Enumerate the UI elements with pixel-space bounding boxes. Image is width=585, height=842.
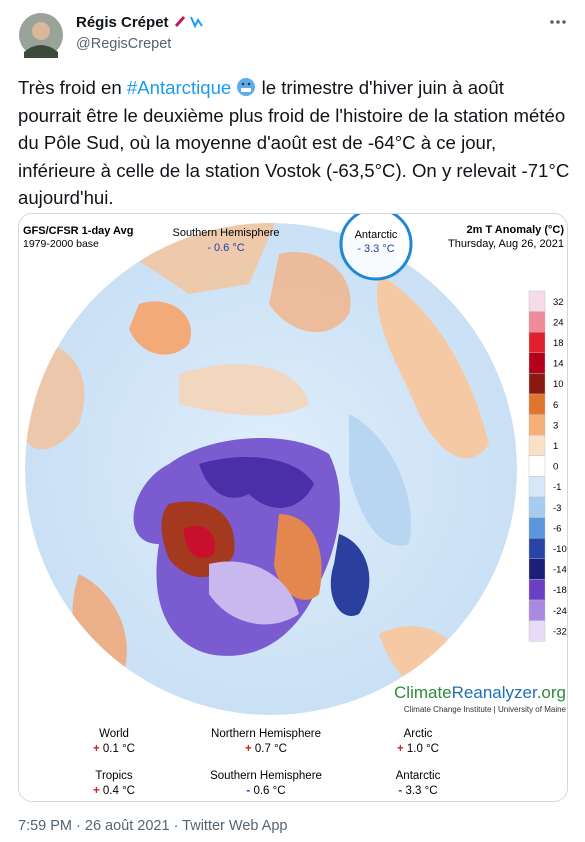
emoji-cold <box>237 78 256 96</box>
colorbar-swatch <box>528 393 546 415</box>
colorbar-label: 32 <box>553 297 564 308</box>
highlight-label: Antarctic <box>355 229 398 241</box>
brand-part: Reanalyzer <box>452 683 538 702</box>
stat-number: 0.1 °C <box>103 743 135 755</box>
stat-number: 0.6 °C <box>253 785 285 797</box>
colorbar-swatch <box>528 579 546 601</box>
stat-number: 1.0 °C <box>407 743 439 755</box>
colorbar-label: 1 <box>553 441 558 452</box>
colorbar-swatch <box>528 455 546 477</box>
stat-label: World <box>99 728 129 740</box>
colorbar-swatch <box>528 558 546 580</box>
region-label: Southern Hemisphere <box>172 227 279 239</box>
map-source: GFS/CFSR 1-day Avg <box>23 225 133 237</box>
colorbar-label: 3 <box>553 420 558 431</box>
colorbar-label: 10 <box>553 379 564 390</box>
stat-value: - 0.6 °C <box>246 785 285 797</box>
colorbar-label: -18 <box>553 585 567 596</box>
stat-sign: + <box>93 785 100 797</box>
colorbar-swatch <box>528 311 546 333</box>
stat-sign: - <box>398 785 402 797</box>
stat-value: + 1.0 °C <box>397 743 439 755</box>
stat-label: Arctic <box>404 728 433 740</box>
text-part: le trimestre d'hiver juin à août pourrai… <box>18 77 570 208</box>
stat-label: Southern Hemisphere <box>210 770 322 782</box>
colorbar-label: -10 <box>553 544 567 555</box>
colorbar-label: 18 <box>553 338 564 349</box>
colorbar-label: 0 <box>553 462 558 473</box>
brand[interactable]: ClimateReanalyzer.org <box>394 683 566 702</box>
colorbar-label: -3 <box>553 503 561 514</box>
colorbar-label: -24 <box>553 606 567 617</box>
colorbar-label: -1 <box>553 482 561 493</box>
colorbar-swatch <box>528 434 546 456</box>
colorbar-swatch <box>528 373 546 395</box>
stat-sign: + <box>93 743 100 755</box>
stat-number: 0.4 °C <box>103 785 135 797</box>
colorbar-swatch <box>528 496 546 518</box>
stat-value: + 0.7 °C <box>245 743 287 755</box>
highlight-ring <box>339 214 413 281</box>
stat-sign: + <box>397 743 404 755</box>
timestamp[interactable]: 7:59 PM · 26 août 2021 · Twitter Web App <box>18 818 288 834</box>
name-text[interactable]: Régis Crépet <box>76 14 169 31</box>
stat-number: 0.7 °C <box>255 743 287 755</box>
stat-sign: - <box>246 785 250 797</box>
attached-image[interactable]: GFS/CFSR 1-day Avg 1979-2000 base Southe… <box>18 213 568 802</box>
highlight-value: - 3.3 °C <box>357 243 394 255</box>
date-label: Thursday, Aug 26, 2021 <box>448 238 564 250</box>
colorbar-label: -6 <box>553 523 561 534</box>
more-button[interactable] <box>548 14 568 30</box>
colorbar-swatch <box>528 414 546 436</box>
tweet-text: Très froid en #Antarctique le trimestre … <box>18 74 570 212</box>
stat-value: - 3.3 °C <box>398 785 437 797</box>
stat-number: 3.3 °C <box>405 785 437 797</box>
stats: World + 0.1 °C Northern Hemisphere + 0.7 °C… <box>93 728 441 797</box>
colorbar-label: -32 <box>553 626 567 637</box>
stat-sign: + <box>245 743 252 755</box>
brand-part: Climate <box>394 683 452 702</box>
stat-value: + 0.4 °C <box>93 785 135 797</box>
colorbar-label: 24 <box>553 317 564 328</box>
colorbar-swatch <box>528 538 546 560</box>
brand-part: .org <box>537 683 566 702</box>
colorbar-label: -14 <box>553 565 567 576</box>
colorbar-swatch <box>528 517 546 539</box>
variable-label: 2m T Anomaly (°C) <box>466 224 564 236</box>
anomaly-map: GFS/CFSR 1-day Avg 1979-2000 base Southe… <box>19 214 567 801</box>
text-part: Très froid en <box>18 77 127 98</box>
colorbar-swatch <box>528 352 546 374</box>
colorbar-label: 14 <box>553 359 564 370</box>
display-name[interactable]: Régis Crépet <box>76 14 205 31</box>
region-value: - 0.6 °C <box>207 242 244 254</box>
avatar[interactable] <box>18 12 64 58</box>
hashtag[interactable]: #Antarctique <box>126 77 232 98</box>
colorbar-swatch <box>528 599 546 621</box>
name-emoji <box>174 16 203 29</box>
stat-value: + 0.1 °C <box>93 743 135 755</box>
colorbar-swatch <box>528 476 546 498</box>
credit: Climate Change Institute | University of… <box>404 705 567 714</box>
stat-label: Northern Hemisphere <box>211 728 321 740</box>
colorbar-label: 6 <box>553 400 558 411</box>
colorbar-swatch <box>528 620 546 642</box>
stat-label: Tropics <box>95 770 133 782</box>
colorbar-swatch <box>528 290 546 312</box>
colorbar-swatch <box>528 331 546 353</box>
handle[interactable]: @RegisCrepet <box>76 36 172 52</box>
stat-label: Antarctic <box>396 770 441 782</box>
map-base: 1979-2000 base <box>23 238 99 250</box>
